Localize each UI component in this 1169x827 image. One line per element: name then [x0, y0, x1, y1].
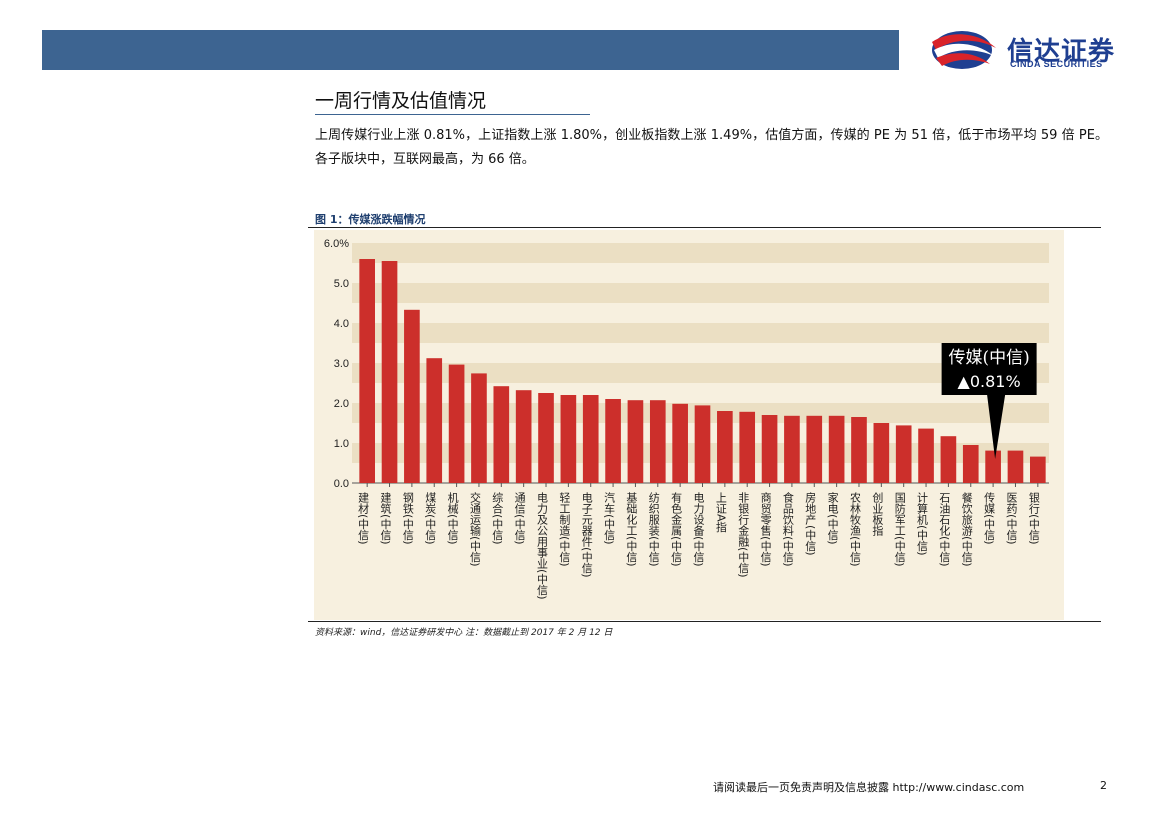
x-category-label: 煤炭(中信) — [424, 492, 437, 545]
summary-paragraph: 上周传媒行业上涨 0.81%，上证指数上涨 1.80%，创业板指数上涨 1.49… — [315, 128, 1108, 167]
figure-top-rule — [308, 227, 1101, 228]
x-category-label: 通信(中信) — [513, 492, 526, 545]
x-category-label: 餐饮旅游(中信) — [960, 491, 973, 567]
x-category-label: 有色金属(中信) — [670, 491, 683, 567]
title-underline — [315, 114, 590, 115]
grid-band — [352, 243, 1049, 263]
header-bar — [42, 30, 899, 70]
x-category-label: 交通运输(中信) — [468, 491, 481, 567]
x-category-label: 电子元器件(中信) — [580, 492, 593, 578]
x-category-label: 轻工制造(中信) — [558, 491, 571, 567]
bar — [873, 423, 890, 483]
figure-source-note: 资料来源：wind，信达证券研发中心 注：数据截止到 2017 年 2 月 12… — [315, 628, 613, 638]
y-tick-label: 5.0 — [334, 278, 349, 290]
x-category-label: 计算机(中信) — [916, 492, 929, 556]
y-tick-label: 6.0% — [324, 238, 349, 250]
y-tick-label: 4.0 — [334, 318, 349, 330]
logo-chinese-name: 信达证券 — [1007, 37, 1116, 67]
bar — [359, 259, 376, 483]
x-category-label: 房地产(中信) — [804, 492, 817, 556]
bar — [627, 400, 644, 483]
x-category-label: 电力设备(中信) — [692, 492, 705, 567]
x-category-label: 食品饮料(中信) — [781, 491, 794, 567]
y-tick-label: 0.0 — [334, 478, 349, 490]
annotation-title: 传媒(中信) — [948, 348, 1029, 368]
bar — [717, 411, 733, 483]
bar — [1029, 456, 1046, 483]
x-category-label: 创业板指 — [871, 492, 884, 537]
x-category-label: 钢铁(中信) — [401, 492, 414, 545]
x-category-label: 家电(中信) — [826, 491, 839, 545]
y-tick-label: 3.0 — [334, 358, 349, 370]
bar — [493, 386, 510, 483]
logo-english-name: CINDA SECURITIES — [1010, 59, 1103, 69]
bar — [784, 415, 800, 483]
bar — [694, 405, 711, 483]
bar — [761, 415, 778, 483]
bar — [605, 399, 621, 483]
bar — [649, 400, 666, 483]
bar — [582, 395, 599, 483]
bar — [895, 425, 912, 483]
company-logo[interactable]: 信达证券 CINDA SECURITIES — [930, 28, 1130, 74]
bar — [962, 445, 979, 483]
x-category-label: 电力及公用事业(中信) — [536, 492, 549, 600]
annotation-value: ▲0.81% — [958, 372, 1021, 391]
bar — [1007, 450, 1024, 483]
grid-band — [352, 283, 1049, 303]
x-category-label: 基础化工(中信) — [625, 492, 638, 567]
bar — [515, 390, 532, 483]
x-category-label: 传媒(中信) — [983, 492, 996, 545]
grid-band — [352, 323, 1049, 343]
x-category-label: 建筑(中信) — [379, 491, 392, 545]
x-category-label: 机械(中信) — [446, 491, 459, 545]
x-category-label: 上证A指 — [714, 492, 727, 534]
x-category-label: 农林牧渔(中信) — [848, 491, 861, 567]
x-category-label: 医药(中信) — [1005, 492, 1018, 545]
bar — [739, 411, 756, 483]
y-tick-label: 2.0 — [334, 398, 349, 410]
bar — [806, 415, 823, 483]
bar — [672, 403, 688, 483]
bar — [851, 417, 867, 483]
logo-swoosh-icon — [932, 31, 996, 69]
bar — [471, 373, 487, 483]
page-number: 2 — [1100, 779, 1107, 792]
bar-chart: 0.0 1.0 2.0 3.0 4.0 5.0 6.0% 建材(中信) 建筑(中信) 钢铁(中信)… — [314, 230, 1064, 620]
x-category-label: 银行(中信) — [1027, 491, 1040, 545]
annotation-callout — [941, 343, 1037, 459]
bar — [940, 436, 957, 483]
bar — [918, 428, 934, 483]
x-category-label: 纺织服装(中信) — [647, 491, 660, 567]
x-category-label: 非银行金融(中信) — [737, 492, 750, 578]
bar — [381, 261, 398, 483]
y-tick-label: 1.0 — [334, 438, 349, 450]
grid-band — [352, 363, 1049, 383]
x-category-label: 建材(中信) — [357, 491, 370, 545]
x-category-label: 汽车(中信) — [603, 491, 616, 545]
bar — [448, 364, 465, 483]
figure-bottom-rule — [308, 621, 1101, 622]
bar — [426, 358, 443, 483]
x-category-label: 石油石化(中信) — [938, 492, 951, 567]
bar — [560, 395, 577, 483]
section-title: 一周行情及估值情况 — [315, 90, 487, 112]
x-category-label: 综合(中信) — [491, 491, 504, 545]
bar — [404, 309, 420, 483]
footer-disclaimer[interactable]: 请阅读最后一页免责声明及信息披露 http://www.cindasc.com — [713, 781, 1025, 794]
bar — [538, 393, 554, 483]
x-category-label: 国防军工(中信) — [893, 492, 906, 567]
figure-title: 图 1：传媒涨跌幅情况 — [315, 213, 426, 226]
x-category-label: 商贸零售(中信) — [759, 491, 772, 567]
bar — [985, 450, 1001, 483]
bar — [828, 415, 845, 483]
